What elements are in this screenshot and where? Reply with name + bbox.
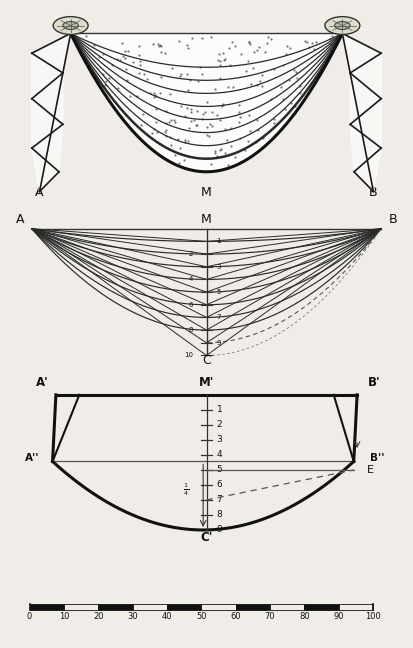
Bar bbox=[167, 603, 202, 610]
Text: A: A bbox=[16, 213, 24, 226]
Circle shape bbox=[325, 17, 360, 34]
Text: M: M bbox=[201, 213, 212, 226]
Text: 80: 80 bbox=[299, 612, 310, 621]
Bar bbox=[64, 603, 98, 610]
Circle shape bbox=[63, 21, 78, 29]
Polygon shape bbox=[342, 34, 381, 73]
Text: 5: 5 bbox=[216, 465, 222, 474]
Bar bbox=[30, 603, 64, 610]
Polygon shape bbox=[32, 34, 71, 73]
Text: 9: 9 bbox=[216, 340, 221, 346]
Text: B': B' bbox=[368, 376, 380, 389]
Text: 100: 100 bbox=[365, 612, 381, 621]
Bar bbox=[98, 603, 133, 610]
Polygon shape bbox=[32, 73, 63, 124]
Polygon shape bbox=[350, 53, 381, 98]
Text: $\frac{1}{4}$: $\frac{1}{4}$ bbox=[183, 482, 190, 498]
Text: A': A' bbox=[36, 376, 49, 389]
Text: 50: 50 bbox=[196, 612, 206, 621]
Text: 10: 10 bbox=[59, 612, 69, 621]
Text: 9: 9 bbox=[216, 526, 222, 535]
Bar bbox=[270, 603, 304, 610]
Polygon shape bbox=[354, 148, 381, 192]
Text: B'': B'' bbox=[370, 454, 385, 463]
Text: 6: 6 bbox=[188, 302, 193, 308]
Text: A: A bbox=[36, 185, 44, 198]
Text: 8: 8 bbox=[216, 511, 222, 520]
Text: 4: 4 bbox=[216, 450, 222, 459]
Text: C: C bbox=[202, 354, 211, 367]
Text: B: B bbox=[369, 185, 378, 198]
Text: 70: 70 bbox=[265, 612, 275, 621]
Text: M: M bbox=[201, 185, 212, 198]
Text: 30: 30 bbox=[127, 612, 138, 621]
Text: M': M' bbox=[199, 376, 214, 389]
Polygon shape bbox=[32, 53, 63, 98]
Text: 10: 10 bbox=[184, 353, 193, 358]
Text: 3: 3 bbox=[216, 264, 221, 270]
Circle shape bbox=[53, 17, 88, 34]
Polygon shape bbox=[350, 124, 381, 172]
Text: B: B bbox=[389, 213, 397, 226]
Text: 5: 5 bbox=[216, 289, 221, 295]
Text: 7: 7 bbox=[216, 314, 221, 320]
Text: 1: 1 bbox=[216, 406, 222, 414]
Bar bbox=[339, 603, 373, 610]
Polygon shape bbox=[32, 124, 63, 172]
Polygon shape bbox=[32, 98, 63, 148]
Text: 2: 2 bbox=[189, 251, 193, 257]
Text: 8: 8 bbox=[188, 327, 193, 333]
Circle shape bbox=[335, 21, 350, 29]
Text: E: E bbox=[367, 465, 374, 475]
Text: 0: 0 bbox=[27, 612, 32, 621]
Text: 40: 40 bbox=[162, 612, 172, 621]
Text: C': C' bbox=[200, 531, 213, 544]
Text: 7: 7 bbox=[216, 496, 222, 504]
Polygon shape bbox=[350, 98, 381, 148]
Text: 3: 3 bbox=[216, 435, 222, 445]
Bar bbox=[133, 603, 167, 610]
Polygon shape bbox=[350, 73, 381, 124]
Bar bbox=[236, 603, 270, 610]
Text: 60: 60 bbox=[230, 612, 241, 621]
Text: 1: 1 bbox=[216, 238, 221, 244]
Polygon shape bbox=[32, 148, 59, 192]
Text: 2: 2 bbox=[216, 421, 222, 430]
Text: A'': A'' bbox=[25, 454, 40, 463]
Text: 4: 4 bbox=[189, 277, 193, 283]
Bar bbox=[202, 603, 236, 610]
Text: 6: 6 bbox=[216, 480, 222, 489]
Bar bbox=[304, 603, 339, 610]
Text: 90: 90 bbox=[334, 612, 344, 621]
Text: 20: 20 bbox=[93, 612, 104, 621]
